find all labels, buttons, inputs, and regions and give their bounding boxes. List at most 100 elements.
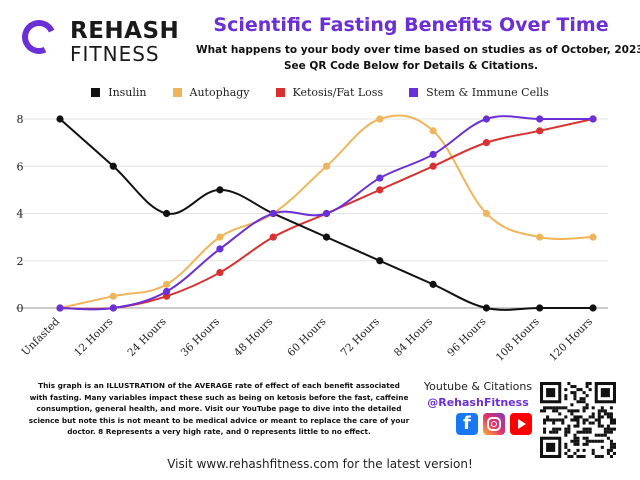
qr-module xyxy=(600,415,604,419)
qr-module xyxy=(585,442,589,446)
qr-module xyxy=(606,451,610,455)
data-point-2 xyxy=(376,186,384,194)
qr-module xyxy=(552,409,556,413)
disclaimer-text: This graph is an ILLUSTRATION of the AVE… xyxy=(28,381,410,436)
facebook-icon[interactable]: f xyxy=(456,413,478,435)
brand-logo: REHASH FITNESS xyxy=(17,15,180,68)
x-tick-label: 72 Hours xyxy=(339,316,382,359)
qr-module xyxy=(567,454,571,458)
qr-module xyxy=(612,427,616,431)
qr-module xyxy=(564,406,568,410)
qr-module xyxy=(582,406,586,410)
data-point-1 xyxy=(429,127,437,135)
data-point-0 xyxy=(322,233,331,241)
data-point-0 xyxy=(376,257,384,265)
qr-module xyxy=(552,418,556,422)
qr-module xyxy=(558,412,562,416)
qr-module xyxy=(573,433,577,437)
qr-module xyxy=(612,451,616,455)
qr-module xyxy=(567,424,571,428)
data-point-3 xyxy=(376,174,384,182)
qr-module xyxy=(564,430,568,434)
qr-module xyxy=(594,418,598,422)
legend-swatch xyxy=(172,88,182,97)
qr-module xyxy=(573,436,577,440)
qr-module xyxy=(576,454,580,458)
qr-module xyxy=(585,418,589,422)
qr-module xyxy=(576,436,580,440)
qr-code-icon[interactable] xyxy=(540,382,616,458)
qr-module xyxy=(582,391,586,395)
data-point-3 xyxy=(109,304,117,312)
qr-module xyxy=(546,415,550,419)
x-tick-label: 36 Hours xyxy=(179,316,222,359)
page-subtitle: What happens to your body over time base… xyxy=(196,42,640,74)
qr-module xyxy=(546,442,556,452)
qr-module xyxy=(564,415,568,419)
data-point-2 xyxy=(482,139,490,147)
qr-module xyxy=(597,415,601,419)
brand-subname: FITNESS xyxy=(70,42,160,66)
qr-module xyxy=(588,427,592,431)
qr-module xyxy=(582,409,586,413)
qr-module xyxy=(552,406,556,410)
qr-module xyxy=(564,394,568,398)
social-handle[interactable]: @RehashFitness xyxy=(427,396,529,409)
qr-module xyxy=(588,382,592,386)
qr-module xyxy=(588,415,592,419)
qr-module xyxy=(570,439,574,443)
line-chart: 0 2 4 6 8 Unfasted 12 Hours 24 Hours 36 Hours 48 … xyxy=(16,113,608,364)
qr-module xyxy=(612,442,616,446)
qr-module xyxy=(594,433,598,437)
data-point-3 xyxy=(429,150,437,159)
qr-module xyxy=(576,448,580,452)
qr-module xyxy=(543,421,547,425)
qr-module xyxy=(591,421,595,425)
x-tick-label: 48 Hours xyxy=(232,316,275,359)
qr-module xyxy=(606,436,610,440)
qr-module xyxy=(555,430,559,434)
data-point-1 xyxy=(109,292,117,300)
qr-module xyxy=(582,397,586,401)
qr-module xyxy=(585,403,589,407)
instagram-icon[interactable] xyxy=(483,413,505,435)
qr-module xyxy=(609,448,613,452)
qr-module xyxy=(597,409,601,413)
social-icons: f xyxy=(456,413,532,435)
data-point-0 xyxy=(429,280,437,288)
qr-module xyxy=(567,427,571,431)
data-point-1 xyxy=(322,162,331,170)
legend-label: Autophagy xyxy=(189,86,250,99)
qr-module xyxy=(564,397,568,401)
x-tick-label: 120 Hours xyxy=(547,316,595,364)
qr-module xyxy=(543,430,547,434)
data-point-0 xyxy=(482,304,490,312)
qr-module xyxy=(576,409,580,413)
qr-module xyxy=(594,439,598,443)
qr-module xyxy=(579,400,583,404)
qr-module xyxy=(549,418,553,422)
qr-module xyxy=(609,427,613,431)
social-title: Youtube & Citations xyxy=(423,380,533,393)
qr-module xyxy=(582,418,586,422)
qr-module xyxy=(576,400,580,404)
data-point-1 xyxy=(216,233,224,241)
qr-module xyxy=(573,415,577,419)
qr-module xyxy=(576,424,580,428)
legend-item-1: Autophagy xyxy=(172,86,250,99)
qr-module xyxy=(609,430,613,434)
qr-module xyxy=(546,388,556,398)
y-tick-label: 2 xyxy=(17,255,24,268)
qr-module xyxy=(606,415,610,419)
qr-module xyxy=(597,433,601,437)
qr-module xyxy=(564,427,568,431)
qr-module xyxy=(606,430,610,434)
data-point-2 xyxy=(269,233,277,241)
subtitle-line-1: What happens to your body over time base… xyxy=(196,44,640,56)
qr-module xyxy=(609,454,613,458)
qr-module xyxy=(579,388,583,392)
youtube-icon[interactable] xyxy=(510,413,532,435)
qr-module xyxy=(570,409,574,413)
data-point-0 xyxy=(163,209,171,218)
qr-module xyxy=(600,424,604,428)
